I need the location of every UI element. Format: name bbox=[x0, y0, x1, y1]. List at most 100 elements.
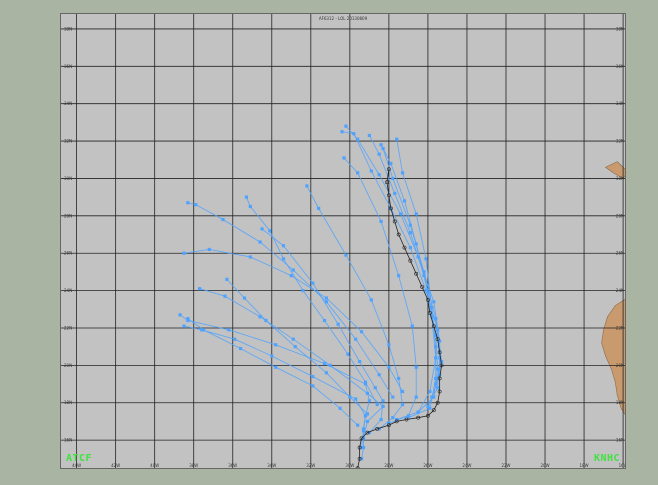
forecast-point bbox=[434, 382, 438, 386]
best-track-point bbox=[392, 219, 397, 224]
forecast-point bbox=[361, 427, 366, 431]
forecast-track bbox=[199, 288, 384, 439]
forecast-point bbox=[293, 345, 297, 349]
forecast-point bbox=[268, 229, 272, 233]
lat-tick-label-left: 38N bbox=[64, 26, 72, 31]
forecast-point bbox=[424, 257, 428, 261]
best-track-point bbox=[388, 206, 393, 211]
map-panel: 44W 42W 40W 38W 36W 34W 32W 30W 28W 26W 24W 22W 20W 1… bbox=[60, 13, 626, 469]
forecast-point bbox=[367, 431, 371, 435]
forecast-point bbox=[324, 296, 329, 300]
forecast-point bbox=[422, 274, 426, 278]
lat-tick-label-right: 34N bbox=[616, 101, 624, 106]
forecast-point bbox=[311, 281, 315, 285]
lon-tick-label: 40W bbox=[150, 463, 159, 468]
forecast-point bbox=[346, 352, 350, 356]
forecast-point bbox=[400, 171, 405, 175]
forecast-point bbox=[428, 389, 432, 394]
forecast-point bbox=[422, 270, 426, 274]
forecast-point bbox=[324, 371, 329, 375]
forecast-track bbox=[345, 125, 441, 398]
forecast-point bbox=[379, 143, 383, 147]
forecast-point bbox=[406, 416, 411, 420]
forecast-point bbox=[408, 246, 412, 250]
forecast-point bbox=[258, 315, 262, 319]
forecast-point bbox=[426, 290, 430, 295]
forecast-point bbox=[389, 161, 393, 166]
forecast-point bbox=[244, 195, 249, 199]
forecast-point bbox=[227, 328, 231, 332]
forecast-point bbox=[352, 132, 356, 136]
forecast-point bbox=[344, 253, 348, 257]
forecast-point bbox=[197, 287, 202, 291]
forecast-point bbox=[373, 386, 377, 390]
forecast-point bbox=[359, 330, 364, 334]
lon-tick-label: 34W bbox=[267, 463, 276, 468]
forecast-point bbox=[178, 313, 182, 317]
forecast-point bbox=[375, 402, 379, 407]
forecast-point bbox=[432, 300, 436, 304]
lon-tick-label: 16W bbox=[619, 463, 626, 468]
forecast-point bbox=[439, 360, 444, 364]
lon-tick-label: 36W bbox=[228, 463, 237, 468]
forecast-point bbox=[356, 171, 360, 175]
forecast-point bbox=[340, 130, 344, 134]
forecast-track bbox=[183, 249, 403, 392]
forecast-point bbox=[410, 324, 414, 328]
best-track-point bbox=[427, 311, 432, 315]
lat-tick-label-right: 36N bbox=[616, 64, 624, 69]
forecast-point bbox=[223, 294, 227, 298]
forecast-point bbox=[336, 322, 340, 326]
forecast-point bbox=[365, 412, 370, 416]
forecast-point bbox=[359, 457, 364, 461]
forecast-point bbox=[424, 288, 428, 293]
lat-tick-label-right: 16N bbox=[616, 438, 624, 443]
lon-tick-label: 22W bbox=[501, 463, 510, 468]
forecast-point bbox=[387, 365, 391, 369]
forecast-point bbox=[317, 206, 321, 210]
forecast-point bbox=[397, 274, 401, 278]
forecast-point bbox=[363, 380, 368, 384]
forecast-point bbox=[393, 191, 397, 196]
forecast-point bbox=[436, 386, 440, 390]
forecast-point bbox=[414, 395, 418, 399]
forecast-point bbox=[207, 247, 211, 252]
forecast-point bbox=[365, 391, 370, 395]
best-track-point bbox=[396, 232, 401, 237]
forecast-point bbox=[289, 274, 293, 278]
forecast-point bbox=[338, 406, 342, 410]
forecast-point bbox=[369, 298, 373, 302]
forecast-point bbox=[377, 173, 381, 177]
forecast-point bbox=[274, 343, 278, 347]
forecast-point bbox=[281, 257, 286, 261]
forecast-point bbox=[358, 360, 362, 364]
forecast-point bbox=[225, 277, 229, 281]
best-track-point bbox=[359, 436, 364, 441]
forecast-point bbox=[377, 373, 381, 377]
forecast-point bbox=[397, 376, 401, 381]
forecast-point bbox=[242, 296, 247, 300]
best-track-point bbox=[435, 337, 440, 342]
forecast-point bbox=[432, 395, 436, 399]
lat-tick-label-right: 18N bbox=[616, 400, 624, 405]
forecast-point bbox=[387, 343, 391, 347]
lat-tick-label-left: 16N bbox=[64, 438, 72, 443]
forecast-point bbox=[233, 337, 237, 341]
forecast-point bbox=[201, 328, 206, 332]
forecast-track bbox=[187, 318, 358, 426]
lat-lon-grid bbox=[61, 14, 625, 468]
forecast-point bbox=[426, 404, 430, 409]
best-track-point bbox=[420, 284, 424, 289]
lat-tick-label-left: 20N bbox=[64, 363, 72, 368]
forecast-point bbox=[381, 399, 385, 403]
forecast-point bbox=[361, 436, 366, 440]
lat-tick-label-right: 20N bbox=[616, 363, 624, 368]
forecast-point bbox=[414, 365, 418, 369]
forecast-point bbox=[182, 324, 186, 328]
best-track-point bbox=[435, 400, 440, 405]
best-track-point bbox=[404, 417, 409, 422]
best-track-point bbox=[437, 350, 442, 355]
track-map: 44W 42W 40W 38W 36W 34W 32W 30W 28W 26W 24W 22W 20W 1… bbox=[61, 14, 626, 468]
forecast-point bbox=[342, 156, 346, 160]
forecast-point bbox=[416, 255, 420, 259]
